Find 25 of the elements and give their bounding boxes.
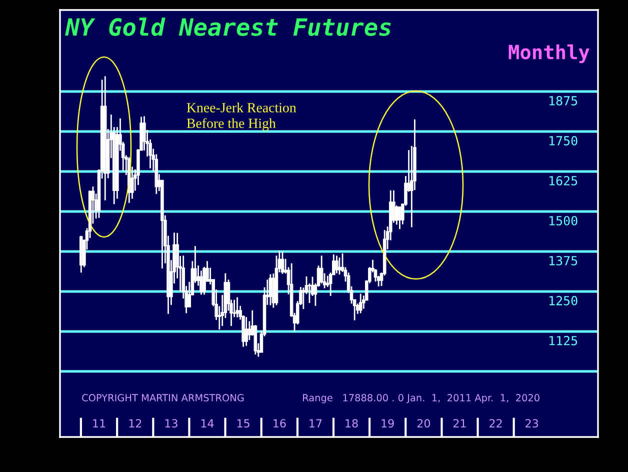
annotation: Range 17888.00 . 0 Jan. 1, 2011 Apr. 1, 2020 xyxy=(303,394,540,404)
y-tick-label: 1250 xyxy=(550,296,578,306)
x-tick-label: 11 xyxy=(93,419,106,428)
x-tick-label: 16 xyxy=(274,419,286,428)
annotation: COPYRIGHT MARTIN ARMSTRONG xyxy=(82,394,244,402)
y-tick-label: 1125 xyxy=(550,336,578,346)
x-tick-label: 12 xyxy=(129,419,142,428)
x-tick-label: 19 xyxy=(382,419,394,428)
x-tick-label: 13 xyxy=(165,419,178,428)
y-tick-label: 1375 xyxy=(550,256,578,266)
x-tick-label: 20 xyxy=(417,419,430,428)
x-tick-label: 15 xyxy=(237,419,250,428)
x-tick-label: 23 xyxy=(526,419,538,428)
x-tick-label: 21 xyxy=(453,419,466,428)
y-tick-label: 1625 xyxy=(550,176,578,186)
y-tick-label: 1875 xyxy=(550,96,578,106)
annotation: Knee-Jerk Reaction Before the High xyxy=(186,102,296,131)
y-tick-label: 1750 xyxy=(550,136,578,146)
x-tick-label: 18 xyxy=(346,419,358,428)
chart-title: NY Gold Nearest Futures xyxy=(65,18,391,36)
x-tick-label: 17 xyxy=(310,419,322,428)
y-tick-label: 1500 xyxy=(550,216,578,226)
x-tick-label: 14 xyxy=(201,419,214,428)
x-tick-label: 22 xyxy=(490,419,502,428)
text: Monthly xyxy=(508,44,590,64)
